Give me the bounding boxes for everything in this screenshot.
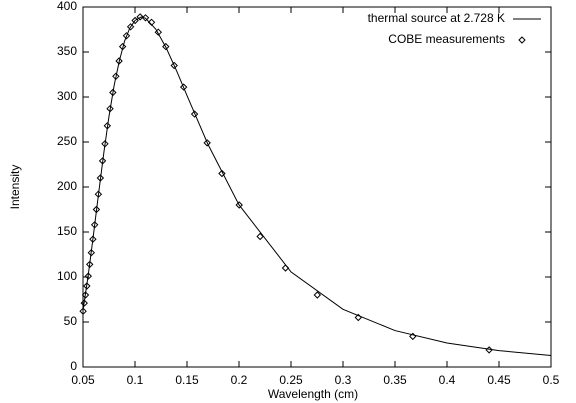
data-point <box>80 299 88 307</box>
data-point <box>109 88 117 97</box>
data-point <box>106 104 114 113</box>
x-tick-label: 0.35 <box>383 373 407 387</box>
data-point <box>96 174 105 182</box>
y-tick-label: 0 <box>70 359 77 373</box>
data-point <box>98 157 107 165</box>
legend-swatch <box>518 36 526 44</box>
data-point <box>92 205 101 214</box>
data-point <box>409 332 417 341</box>
data-point <box>256 232 264 241</box>
y-tick-label: 250 <box>57 134 77 148</box>
data-point <box>136 13 144 21</box>
x-tick-label: 0.2 <box>231 373 248 387</box>
data-point <box>235 201 243 209</box>
x-tick-label: 0.45 <box>487 373 511 387</box>
data-point <box>112 72 120 81</box>
data-point <box>115 57 123 65</box>
data-point <box>122 32 131 40</box>
y-tick-label: 300 <box>57 89 77 103</box>
legend-label: COBE measurements <box>388 32 505 46</box>
data-point <box>170 61 178 70</box>
data-point <box>131 16 139 25</box>
x-tick-label: 0.15 <box>175 373 199 387</box>
data-point <box>87 248 96 257</box>
legend-label: thermal source at 2.728 K <box>368 11 505 25</box>
data-point <box>162 42 170 51</box>
y-tick-label: 200 <box>57 179 77 193</box>
y-tick-label: 400 <box>57 0 77 13</box>
y-tick-label: 350 <box>57 44 77 58</box>
data-point <box>118 42 127 51</box>
data-point <box>203 139 211 147</box>
data-point <box>126 23 135 31</box>
curve <box>82 16 552 356</box>
data-point <box>81 291 90 299</box>
data-point <box>103 122 112 130</box>
x-tick-label: 0.5 <box>543 373 560 387</box>
x-axis-label: Wavelength (cm) <box>268 387 358 401</box>
data-point <box>89 235 97 243</box>
data-point <box>84 272 93 280</box>
data-point <box>90 221 99 229</box>
data-point <box>154 28 163 36</box>
x-tick-label: 0.4 <box>439 373 456 387</box>
y-tick-label: 100 <box>57 269 77 283</box>
data-point <box>86 260 94 269</box>
data-point <box>79 307 87 315</box>
data-point <box>83 282 91 290</box>
x-tick-label: 0.1 <box>127 373 144 387</box>
data-point <box>94 190 103 198</box>
data-point <box>485 346 493 354</box>
y-tick-label: 150 <box>57 224 77 238</box>
x-tick-label: 0.05 <box>71 373 95 387</box>
data-point <box>101 140 109 148</box>
data-point <box>313 291 322 299</box>
data-point <box>147 18 156 27</box>
data-point <box>179 83 188 91</box>
x-tick-label: 0.25 <box>279 373 303 387</box>
y-tick-label: 50 <box>64 314 78 328</box>
data-point <box>218 169 226 178</box>
x-tick-label: 0.3 <box>335 373 352 387</box>
y-axis-label: Intensity <box>8 165 22 210</box>
data-point <box>281 264 290 272</box>
data-point <box>190 110 199 118</box>
data-point <box>354 313 362 322</box>
